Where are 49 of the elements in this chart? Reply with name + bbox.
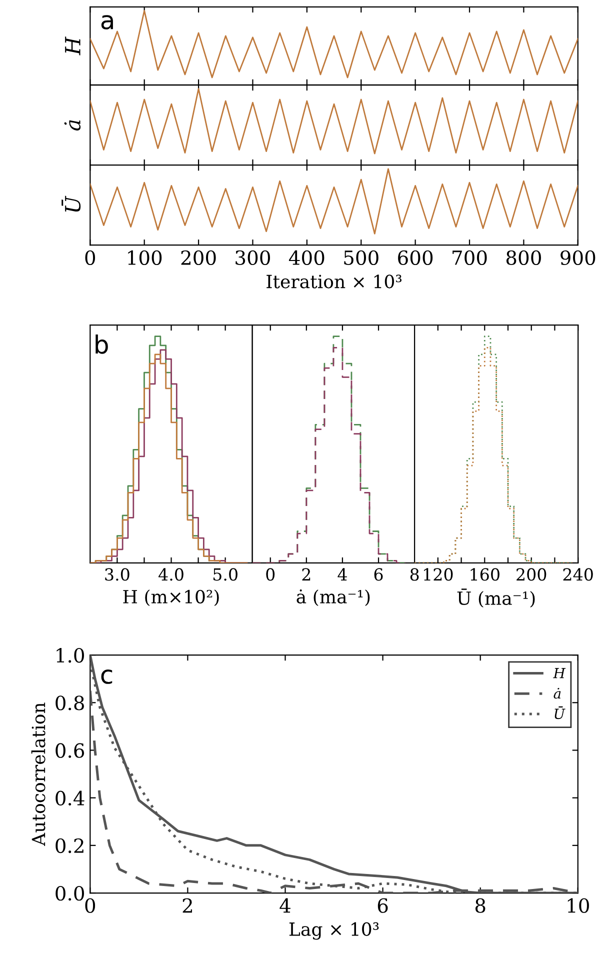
x-tick-label: 5.0 bbox=[213, 568, 238, 581]
x-tick-label: 10 bbox=[568, 898, 589, 913]
x-axis-title: Iteration × 10³ bbox=[266, 274, 402, 288]
x-tick-label: 800 bbox=[506, 250, 541, 266]
y-tick-label: 0.6 bbox=[56, 743, 84, 758]
x-tick-label: 0 bbox=[266, 568, 275, 581]
x-tick-label: 8 bbox=[410, 568, 419, 581]
y-axis-title: ȧ bbox=[64, 120, 81, 131]
y-tick-label: 0.8 bbox=[56, 696, 84, 710]
x-tick-label: 600 bbox=[398, 250, 433, 266]
y-tick-label: 0.0 bbox=[56, 886, 84, 901]
x-axis-title: Ū (ma⁻¹) bbox=[457, 588, 535, 608]
x-tick-label: 500 bbox=[344, 250, 378, 266]
y-axis-title: H bbox=[65, 36, 80, 56]
x-tick-label: 200 bbox=[516, 568, 546, 581]
y-tick-label: 1.0 bbox=[56, 648, 84, 663]
x-axis-title: ȧ (ma⁻¹) bbox=[296, 589, 370, 606]
x-tick-label: 200 bbox=[181, 250, 216, 266]
legend-label: ȧ bbox=[554, 688, 561, 699]
x-tick-label: 0 bbox=[85, 250, 96, 266]
x-tick-label: 0 bbox=[85, 898, 96, 913]
x-tick-label: 2 bbox=[182, 898, 192, 913]
annotation: b bbox=[96, 334, 108, 354]
x-tick-label: 3.0 bbox=[105, 568, 130, 581]
y-tick-label: 0.2 bbox=[56, 838, 84, 854]
x-tick-label: 4.0 bbox=[158, 568, 184, 581]
x-tick-label: 6 bbox=[374, 568, 383, 581]
legend-label: H bbox=[553, 668, 566, 678]
x-tick-label: 4 bbox=[338, 568, 347, 581]
x-tick-label: 240 bbox=[563, 568, 593, 581]
x-tick-label: 700 bbox=[452, 250, 487, 266]
x-tick-label: 120 bbox=[424, 568, 453, 581]
x-tick-label: 160 bbox=[470, 568, 500, 581]
y-tick-label: 0.4 bbox=[56, 790, 84, 806]
x-tick-label: 8 bbox=[475, 898, 486, 913]
x-tick-label: 4 bbox=[280, 898, 290, 913]
x-tick-label: 400 bbox=[288, 250, 324, 266]
x-tick-label: 6 bbox=[378, 898, 388, 913]
legend-label: Ū bbox=[554, 706, 566, 720]
x-axis-title: Lag × 10³ bbox=[289, 922, 379, 940]
x-tick-label: 900 bbox=[560, 250, 596, 266]
annotation: a bbox=[101, 15, 113, 30]
y-axis-title: Autocorrelation bbox=[31, 702, 46, 846]
x-tick-label: 300 bbox=[236, 250, 270, 266]
x-tick-label: 2 bbox=[302, 568, 310, 581]
y-axis-title: Ū bbox=[62, 196, 81, 212]
x-tick-label: 100 bbox=[128, 250, 162, 266]
x-axis-title: H (m×10²) bbox=[123, 590, 219, 606]
annotation: c bbox=[101, 670, 112, 684]
